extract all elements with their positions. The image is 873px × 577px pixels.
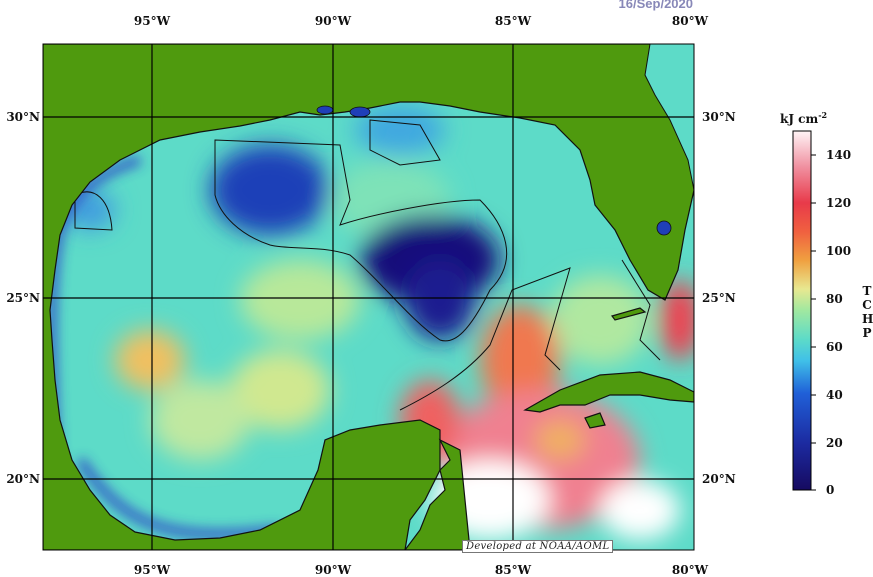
colorbar-tick: 80 — [826, 292, 843, 306]
colorbar-tick: 100 — [826, 244, 852, 258]
lat-label-20n-right: 20°N — [702, 472, 736, 486]
lon-label-95w-bottom: 95°W — [133, 563, 171, 577]
colorbar-tick: 60 — [826, 340, 843, 354]
colorbar-tick: 20 — [826, 436, 843, 450]
lat-label-25n-right: 25°N — [702, 291, 736, 305]
colorbar-tick: 40 — [826, 388, 843, 402]
lon-label-85w-bottom: 85°W — [494, 563, 532, 577]
colorbar-tick: 140 — [826, 148, 852, 162]
lat-label-30n-left: 30°N — [6, 110, 40, 124]
lat-label-25n-left: 25°N — [6, 291, 40, 305]
lon-label-85w-top: 85°W — [494, 14, 532, 28]
colorbar-tick: 0 — [826, 483, 835, 497]
credit-label: Developed at NOAA/AOML — [462, 540, 614, 553]
lon-label-90w-top: 90°W — [314, 14, 352, 28]
lon-label-90w-bottom: 90°W — [314, 563, 352, 577]
lon-label-80w-top: 80°W — [671, 14, 709, 28]
lat-label-30n-right: 30°N — [702, 110, 736, 124]
lon-label-80w-bottom: 80°W — [671, 563, 709, 577]
colorbar-tick: 120 — [826, 196, 852, 210]
lon-label-95w-top: 95°W — [133, 14, 171, 28]
colorbar-unit: kJ cm-2 — [780, 110, 828, 126]
lat-label-20n-left: 20°N — [6, 472, 40, 486]
date-label: 16/Sep/2020 — [618, 0, 693, 11]
